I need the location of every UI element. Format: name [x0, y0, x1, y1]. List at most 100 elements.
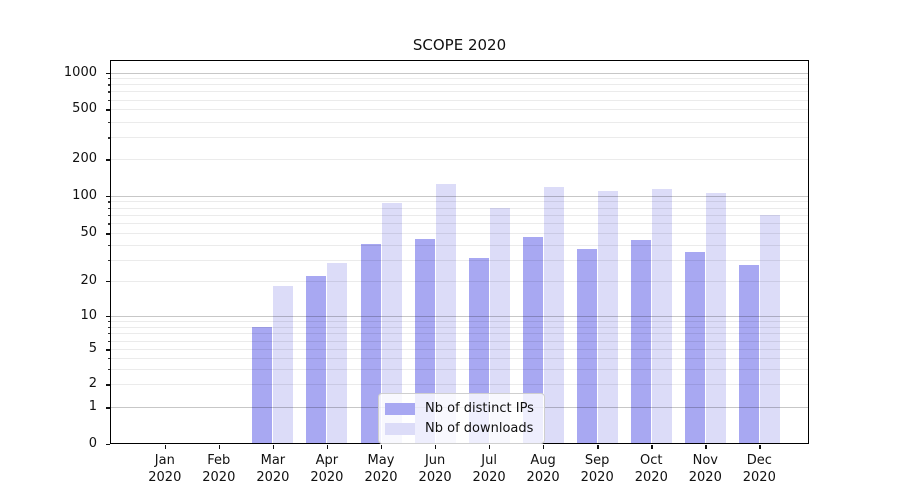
gridline: [110, 259, 809, 261]
x-tick-label-jul: Jul 2020: [472, 453, 506, 485]
x-tick-label-jan: Jan 2020: [148, 453, 182, 485]
gridline: [110, 368, 809, 370]
gridline: [110, 215, 809, 216]
y-tick-label-0: 0: [88, 436, 97, 451]
bar-ips-jun: [414, 238, 435, 444]
gridline: [110, 384, 809, 386]
x-tick-mark: [164, 444, 167, 449]
legend-swatch-distinct-ips: [385, 402, 415, 415]
x-tick-mark: [705, 444, 707, 449]
y-tick-label-100: 100: [72, 187, 97, 203]
gridline: [110, 159, 809, 161]
y-minor-tick-mark: [107, 320, 110, 323]
gridline: [110, 340, 809, 342]
y-minor-tick-mark: [107, 244, 110, 247]
bar-downloads-dec: [759, 215, 780, 444]
y-tick-label-500: 500: [72, 101, 97, 117]
legend-swatch-downloads: [385, 422, 415, 435]
x-tick-label-apr: Apr 2020: [310, 453, 344, 485]
legend-label-downloads: Nb of downloads: [425, 421, 534, 436]
y-tick-label-1000: 1000: [63, 64, 97, 80]
gridline: [110, 195, 809, 197]
legend-label-distinct-ips: Nb of distinct IPs: [425, 401, 534, 416]
bar-ips-aug: [522, 236, 543, 444]
x-tick-mark: [759, 444, 761, 449]
gridline: [110, 78, 809, 80]
x-tick-mark: [543, 444, 545, 449]
bar-ips-mar: [252, 326, 273, 444]
y-minor-tick-mark: [107, 91, 110, 93]
y-tick-mark: [105, 72, 110, 74]
bar-ips-may: [360, 243, 381, 444]
bar-ips-dec: [738, 265, 759, 444]
bar-downloads-aug: [543, 187, 564, 444]
chart-title: SCOPE 2020: [412, 36, 507, 54]
x-tick-mark: [489, 444, 491, 449]
y-minor-tick-mark: [107, 78, 110, 80]
gridline: [110, 280, 809, 282]
gridline: [110, 333, 809, 334]
y-minor-tick-mark: [107, 207, 110, 210]
x-tick-mark: [651, 444, 653, 449]
y-minor-tick-mark: [107, 99, 110, 101]
x-tick-label-dec: Dec 2020: [742, 453, 776, 485]
gridline: [110, 72, 809, 74]
bar-downloads-may: [381, 202, 402, 444]
y-minor-tick-mark: [107, 84, 110, 86]
gridline: [110, 201, 809, 203]
bar-ips-apr: [306, 275, 327, 444]
y-tick-mark: [105, 195, 110, 198]
gridline: [110, 357, 809, 359]
y-minor-tick-mark: [107, 137, 110, 139]
gridline: [110, 349, 809, 351]
x-tick-mark: [326, 444, 329, 449]
gridline: [110, 84, 809, 86]
y-tick-mark: [105, 280, 110, 283]
y-minor-tick-mark: [107, 368, 110, 371]
legend-item-distinct-ips: Nb of distinct IPs: [385, 400, 536, 417]
y-tick-mark: [105, 315, 110, 318]
bar-downloads-nov: [705, 192, 726, 444]
bar-ips-oct: [630, 239, 651, 444]
gridline: [110, 223, 809, 225]
y-tick-mark: [105, 233, 110, 235]
x-tick-label-mar: Mar 2020: [256, 453, 290, 485]
gridline: [110, 320, 809, 322]
plot-area: [110, 60, 809, 444]
x-tick-label-sep: Sep 2020: [580, 453, 614, 485]
x-tick-mark: [381, 444, 383, 449]
y-minor-tick-mark: [107, 326, 110, 328]
x-tick-label-jun: Jun 2020: [418, 453, 452, 485]
y-minor-tick-mark: [107, 201, 110, 203]
gridline: [110, 109, 809, 111]
legend: Nb of distinct IPs Nb of downloads: [378, 393, 545, 444]
y-tick-mark: [105, 444, 110, 446]
gridline: [110, 315, 809, 317]
bar-downloads-jun: [435, 184, 456, 444]
x-tick-mark: [597, 444, 599, 449]
bar-downloads-sep: [597, 190, 618, 444]
y-tick-label-1: 1: [88, 399, 97, 415]
y-tick-label-5: 5: [88, 341, 97, 357]
y-tick-label-200: 200: [72, 151, 97, 167]
bar-ips-sep: [576, 248, 597, 444]
y-minor-tick-mark: [107, 121, 110, 123]
y-minor-tick-mark: [107, 223, 110, 225]
y-minor-tick-mark: [107, 215, 110, 217]
x-tick-label-feb: Feb 2020: [202, 453, 236, 485]
gridline: [110, 233, 809, 235]
x-tick-mark: [218, 444, 221, 449]
bar-downloads-oct: [651, 189, 672, 444]
gridline: [110, 207, 809, 209]
y-minor-tick-mark: [107, 340, 110, 342]
y-tick-label-20: 20: [80, 272, 97, 288]
y-tick-label-2: 2: [88, 376, 97, 392]
x-tick-mark: [272, 444, 275, 449]
gridline: [110, 244, 809, 246]
y-tick-label-50: 50: [80, 225, 97, 241]
y-tick-mark: [105, 407, 110, 409]
legend-item-downloads: Nb of downloads: [385, 420, 536, 437]
gridline: [110, 121, 809, 123]
x-tick-label-oct: Oct 2020: [634, 453, 668, 485]
